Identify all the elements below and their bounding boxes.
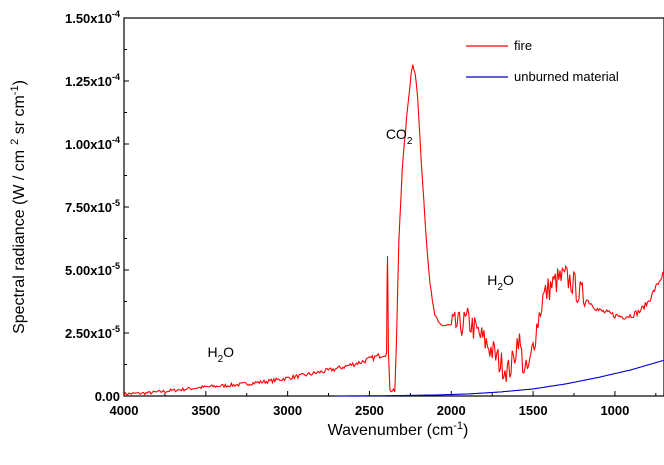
- series-line-unburned-material: [336, 359, 664, 397]
- y-tick-label: 0.00: [95, 389, 120, 404]
- series-layer: [123, 64, 664, 397]
- legend: fire unburned material: [466, 38, 619, 84]
- y-axis-title-end: ): [11, 80, 28, 85]
- x-tick-label: 2500: [355, 403, 384, 418]
- legend-label: unburned material: [514, 69, 619, 84]
- x-axis-title-end: ): [463, 422, 468, 439]
- x-tick-label: 2000: [437, 403, 466, 418]
- x-tick-label: 1000: [600, 403, 629, 418]
- y-tick-label: 2.50x10-5: [65, 324, 120, 341]
- y-axis-title-sup2: -1: [9, 85, 21, 95]
- y-tick-label: 1.50x10-4: [65, 9, 120, 26]
- x-axis-title: Wavenumber (cm-1): [328, 420, 469, 439]
- y-axis-title: Spectral radiance (W / cm 2 sr cm-1): [9, 80, 28, 334]
- axis-ticks: 4000 3500 3000 2500 2000 1500 1000 0.00 2.50x10-…: [65, 9, 657, 418]
- annotation-label: CO2: [386, 126, 413, 147]
- y-tick-label: 7.50x10-5: [65, 198, 120, 215]
- legend-label: fire: [514, 38, 532, 53]
- x-tick-label: 3000: [273, 403, 302, 418]
- x-tick-label: 3500: [191, 403, 220, 418]
- x-tick-label: 4000: [110, 403, 139, 418]
- y-axis-title-mid: sr cm: [11, 95, 28, 139]
- y-tick-label: 5.00x10-5: [65, 261, 120, 278]
- x-tick-label: 1500: [519, 403, 548, 418]
- x-axis-title-sup: -1: [453, 420, 463, 432]
- series-line-fire: [123, 64, 664, 396]
- y-tick-label: 1.00x10-4: [65, 135, 120, 152]
- annotations: CO2 H2O H2O: [207, 126, 514, 365]
- annotation-label: H2O: [487, 272, 514, 293]
- y-axis-title-sup1: 2: [9, 139, 21, 145]
- annotation-label: H2O: [207, 344, 234, 365]
- y-axis-title-main: Spectral radiance (W / cm: [11, 150, 28, 334]
- y-tick-label: 1.25x10-4: [65, 72, 120, 89]
- x-axis-title-main: Wavenumber (cm: [328, 422, 454, 439]
